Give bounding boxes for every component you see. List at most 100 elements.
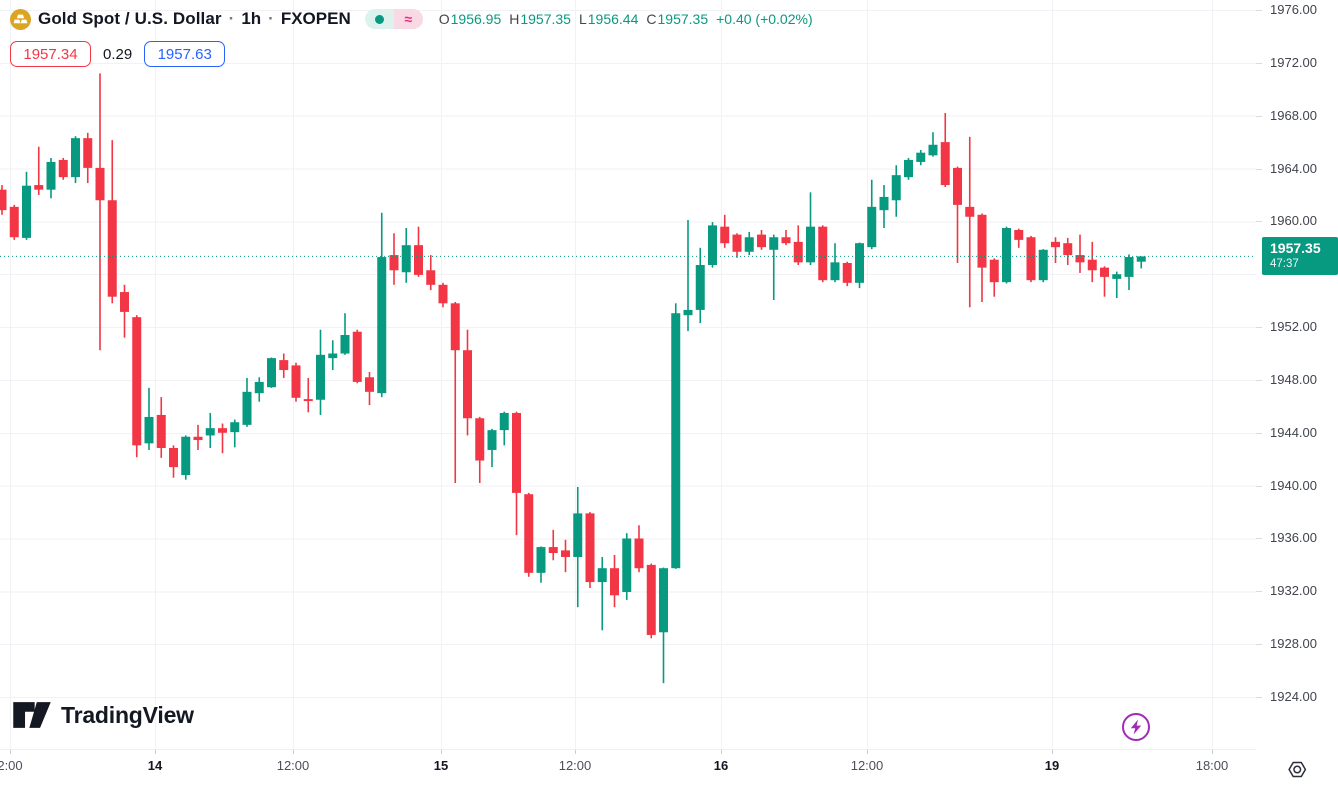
price-tick-label: 1952.00	[1270, 319, 1317, 335]
price-tick-label: 1968.00	[1270, 107, 1317, 123]
price-tick-label: 1944.00	[1270, 424, 1317, 440]
candle	[328, 340, 338, 371]
candle	[953, 166, 962, 264]
exchange-label[interactable]: FXOPEN	[280, 9, 351, 28]
candle	[9, 204, 19, 240]
price-tick-label: 1924.00	[1270, 689, 1317, 705]
candle	[891, 165, 901, 217]
candle	[205, 412, 215, 448]
candle	[389, 233, 399, 285]
candle	[806, 192, 815, 265]
candle	[377, 212, 387, 398]
tradingview-logo[interactable]: TradingView	[12, 700, 194, 730]
candle	[916, 150, 926, 166]
candle	[193, 424, 203, 450]
candle	[512, 411, 521, 536]
candle	[536, 546, 546, 583]
candle	[1014, 228, 1024, 248]
delayed-data-approx-icon: ≈	[404, 11, 413, 27]
time-axis[interactable]: 2:00 14 12:00 15 12:00 16 12:00 19 18:00	[0, 749, 1256, 788]
candle	[120, 284, 129, 338]
price-tick-label: 1964.00	[1270, 160, 1317, 176]
candle	[867, 179, 877, 250]
candle	[1124, 254, 1134, 291]
candle	[279, 353, 289, 378]
low-value: 1956.44	[587, 11, 639, 27]
candle	[1112, 271, 1122, 299]
candle	[291, 362, 301, 402]
candle	[316, 329, 325, 415]
candle	[71, 136, 80, 184]
time-tick-label: 15	[433, 758, 449, 773]
candle	[940, 113, 950, 188]
time-tick-label: 14	[147, 758, 163, 773]
price-tick-label: 1932.00	[1270, 583, 1317, 599]
candle	[487, 428, 497, 468]
last-price-label: 1957.35	[1270, 240, 1321, 257]
candle	[695, 247, 705, 324]
time-tick-mark	[293, 750, 294, 754]
candle	[365, 372, 374, 406]
candle	[904, 157, 913, 180]
time-tick-label: 18:00	[1195, 758, 1229, 773]
bid-price: 1957.34	[23, 45, 78, 63]
lightning-boost-button[interactable]	[1121, 712, 1151, 742]
price-tick-mark	[1256, 379, 1262, 381]
candle	[156, 397, 166, 458]
time-tick-mark	[441, 750, 442, 754]
candle	[144, 387, 154, 450]
candle	[769, 234, 779, 301]
close-label: C	[646, 11, 657, 27]
candle	[303, 377, 313, 413]
sell-bid-button[interactable]: 1957.34	[10, 41, 91, 67]
time-tick-mark	[1052, 750, 1053, 754]
candle	[965, 136, 975, 308]
separator: ·	[268, 9, 274, 28]
candle	[524, 492, 534, 577]
axis-corner	[1256, 750, 1338, 788]
price-tick-mark	[1256, 221, 1262, 223]
candle	[242, 377, 252, 427]
price-tick-label: 1928.00	[1270, 636, 1317, 652]
time-tick-label: 2:00	[0, 758, 23, 773]
market-open-dot-icon	[374, 14, 384, 24]
candle	[671, 303, 681, 569]
price-tick-mark	[1256, 115, 1262, 117]
candle	[46, 157, 56, 199]
time-tick-label: 12:00	[558, 758, 592, 773]
price-tick-mark	[1256, 10, 1262, 11]
symbol-header: Gold Spot / U.S. Dollar · 1h · FXOPEN ≈ …	[10, 6, 813, 32]
candle	[683, 220, 693, 332]
candlestick-series[interactable]	[0, 73, 1146, 684]
market-status-pill[interactable]: ≈	[364, 9, 423, 29]
bar-countdown: 47:37	[1270, 258, 1299, 271]
candle	[573, 486, 583, 608]
tradingview-logo-text: TradingView	[61, 701, 194, 728]
candle	[58, 157, 68, 180]
price-tick-label: 1940.00	[1270, 477, 1317, 493]
high-label: H	[509, 11, 520, 27]
axis-settings-icon[interactable]	[1287, 760, 1308, 779]
price-tick-label: 1936.00	[1270, 530, 1317, 546]
quote-row: 1957.34 0.29 1957.63	[10, 41, 813, 67]
candle	[818, 225, 828, 283]
candle	[1063, 237, 1073, 265]
candle	[181, 435, 191, 480]
interval-label[interactable]: 1h	[241, 9, 262, 28]
candle	[499, 411, 509, 446]
candle	[230, 419, 240, 448]
time-tick-mark	[155, 750, 156, 754]
lightning-icon	[1122, 713, 1150, 741]
price-axis[interactable]: 1976.00 1972.00 1968.00 1964.00 1960.00 1952.…	[1256, 0, 1338, 750]
time-tick-label: 12:00	[850, 758, 884, 773]
candle	[597, 556, 607, 631]
grid	[0, 0, 1256, 750]
candle	[352, 329, 362, 384]
candle	[585, 512, 595, 589]
candle	[22, 171, 31, 240]
symbol-title[interactable]: Gold Spot / U.S. Dollar	[38, 9, 222, 28]
candle	[1136, 256, 1146, 269]
buy-ask-button[interactable]: 1957.63	[144, 41, 226, 67]
